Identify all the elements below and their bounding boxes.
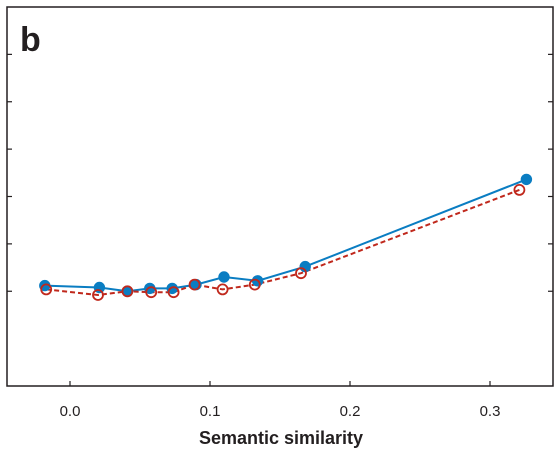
x-tick-label: 0.0 xyxy=(60,403,81,420)
x-axis-ticks: 0.0 0.1 0.2 0.3 xyxy=(60,381,501,420)
plot-frame xyxy=(6,6,554,387)
series-2-point xyxy=(145,286,158,299)
panel-label: b xyxy=(20,21,41,59)
x-tick-label: 0.3 xyxy=(480,403,501,420)
series-1-point xyxy=(520,173,533,186)
x-axis-title: Semantic similarity xyxy=(199,428,363,448)
series-2-point xyxy=(121,285,134,298)
x-tick-label: 0.1 xyxy=(200,403,221,420)
series-2-point xyxy=(513,183,526,196)
series-2-point xyxy=(248,278,261,291)
series-2-point xyxy=(167,286,180,299)
series-2-point xyxy=(40,283,53,296)
series-line-1 xyxy=(44,178,527,293)
series-2-point xyxy=(295,267,307,280)
series-2-point xyxy=(92,289,104,301)
x-tick-label: 0.2 xyxy=(340,403,361,420)
series-1-point xyxy=(218,271,230,283)
y-axis-ticks xyxy=(7,53,553,292)
series-2-point xyxy=(188,278,201,291)
series-2-point xyxy=(216,283,229,296)
series-layer xyxy=(39,173,533,301)
series-line-2 xyxy=(46,188,520,297)
